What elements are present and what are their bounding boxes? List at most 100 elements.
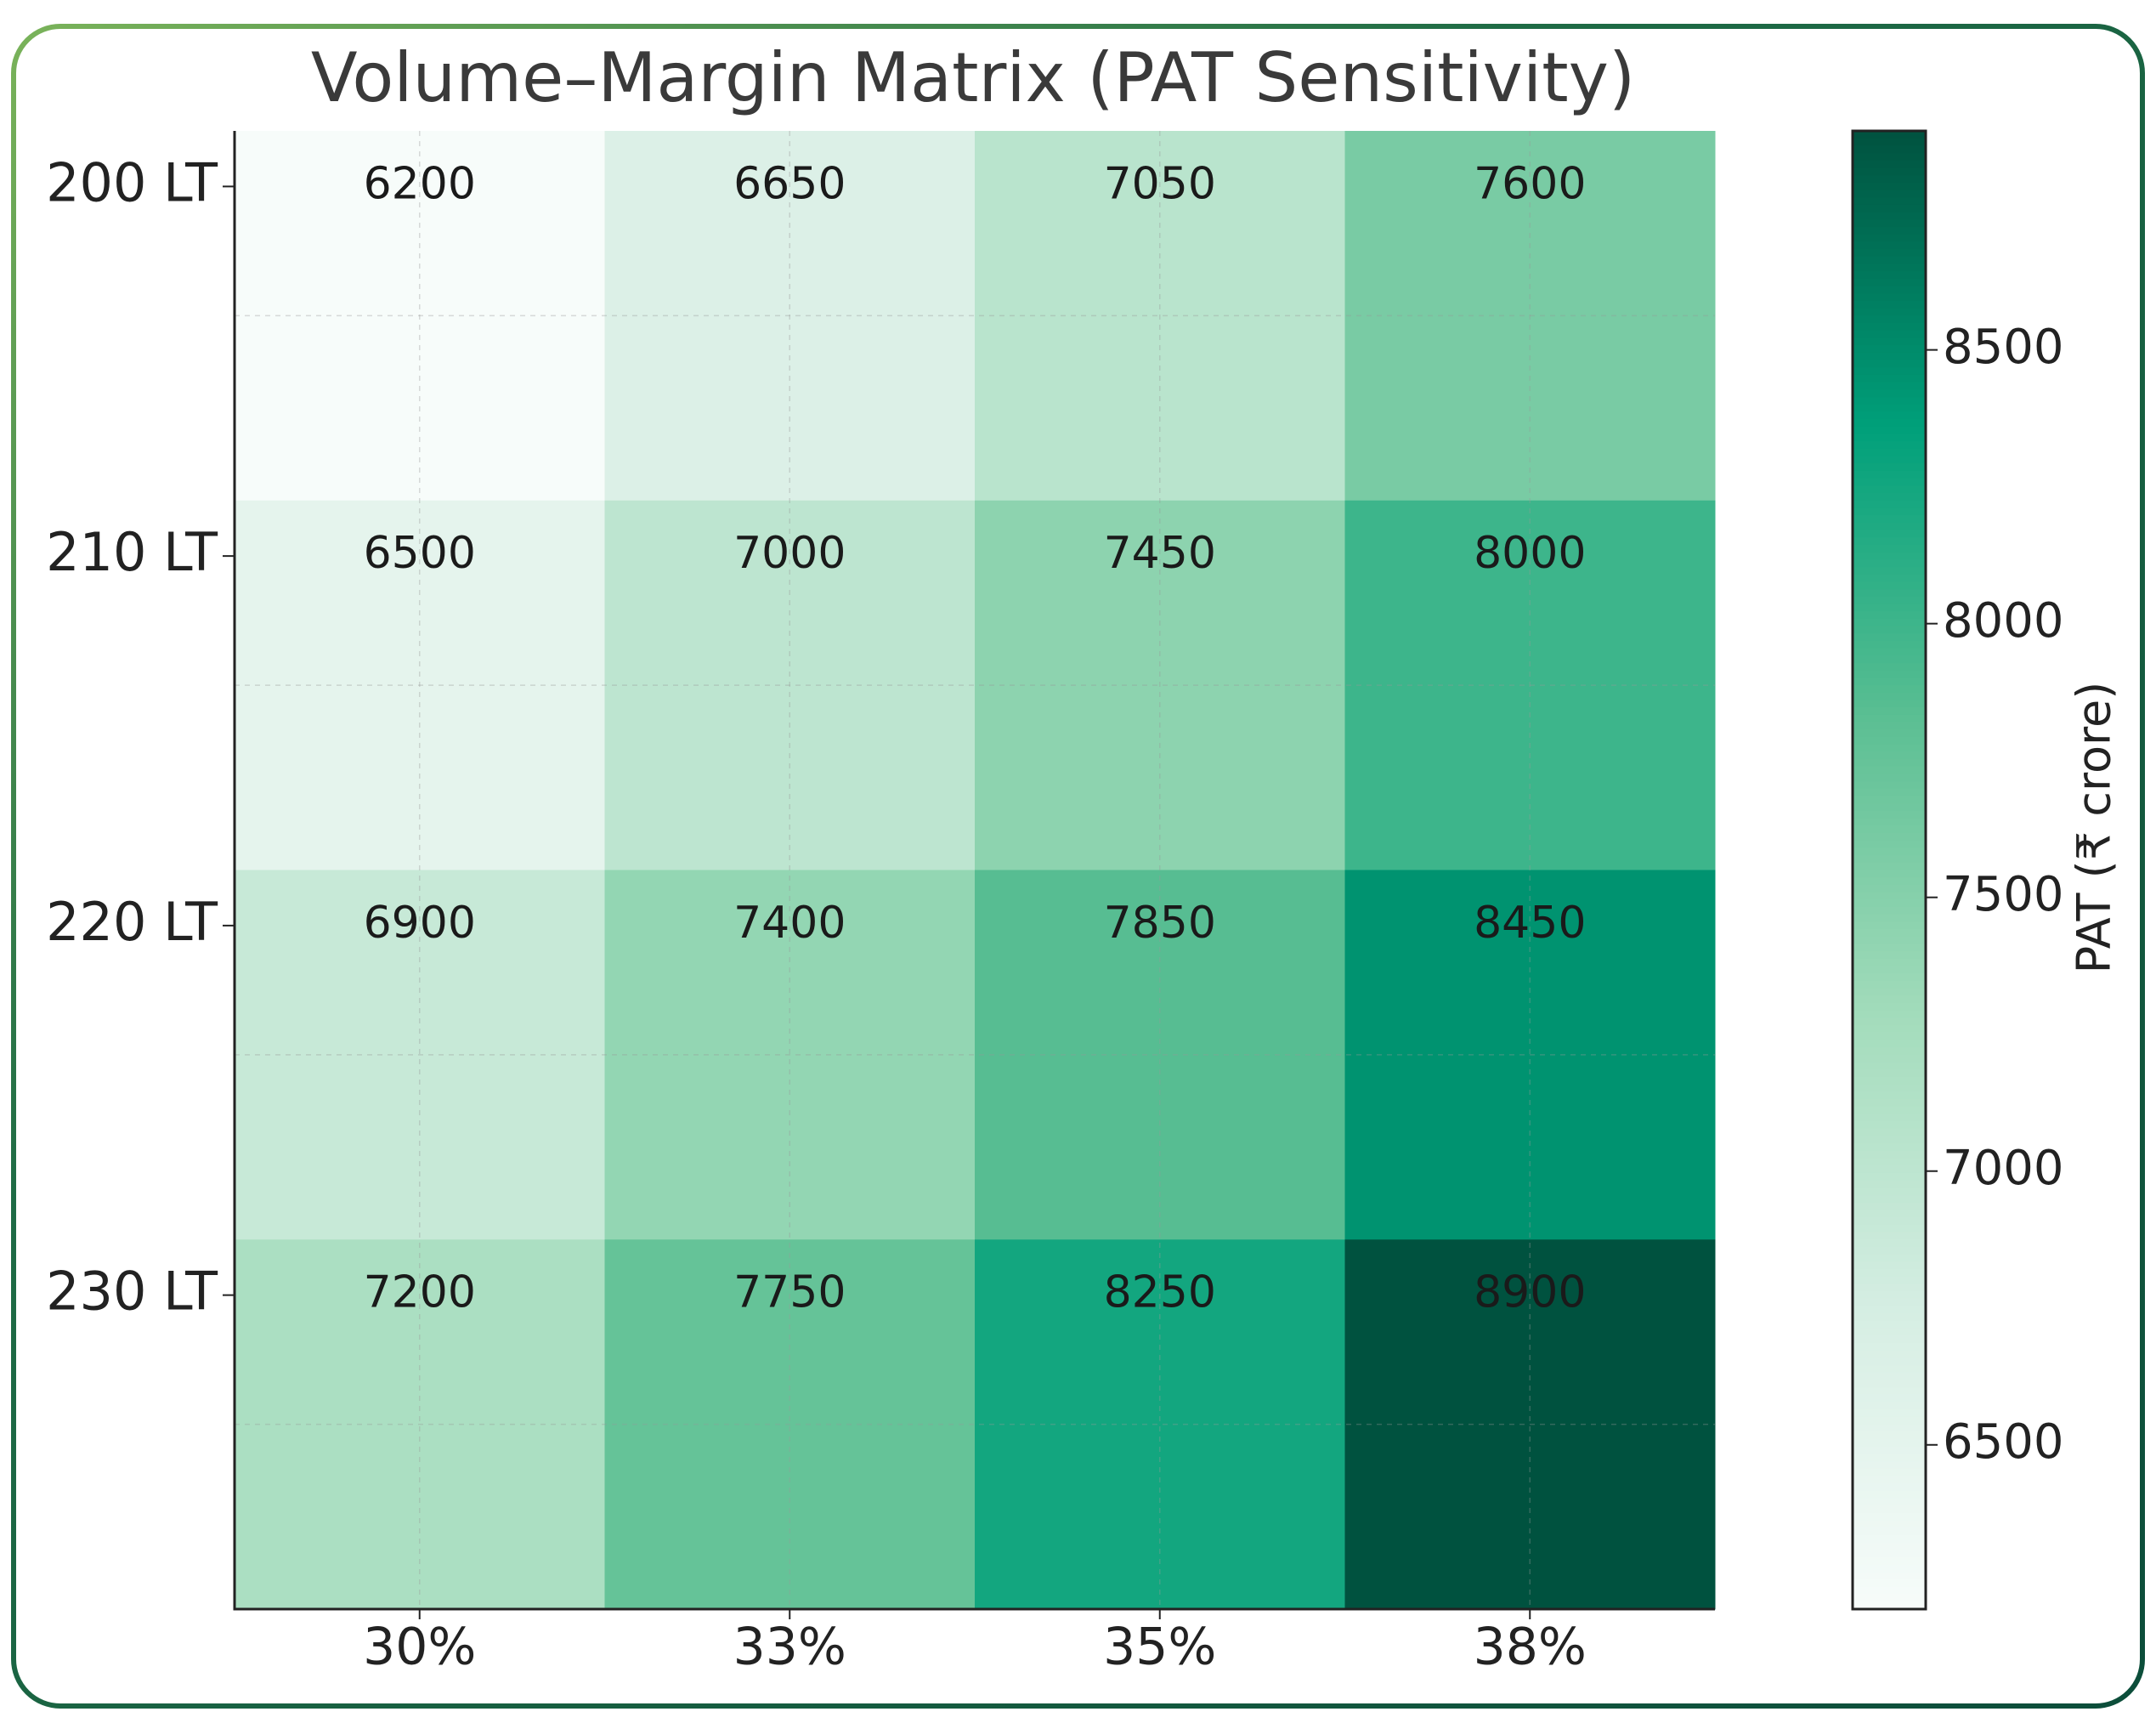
colorbar-band	[1853, 1350, 1926, 1359]
colorbar-band	[1853, 833, 1926, 842]
cell-label: 8450	[1474, 898, 1586, 949]
colorbar-band	[1853, 1010, 1926, 1019]
colorbar-band	[1853, 256, 1926, 265]
colorbar-band	[1853, 1357, 1926, 1367]
colorbar-band	[1853, 441, 1926, 450]
colorbar-band	[1853, 1195, 1926, 1204]
colorbar-band	[1853, 1017, 1926, 1027]
colorbar-band	[1853, 914, 1926, 923]
colorbar-band	[1853, 1365, 1926, 1374]
colorbar-band	[1853, 1284, 1926, 1293]
colorbar-band	[1853, 182, 1926, 191]
heatmap-cell	[1344, 870, 1716, 1240]
colorbar-band	[1853, 722, 1926, 731]
colorbar-band	[1853, 234, 1926, 243]
colorbar-band	[1853, 774, 1926, 783]
colorbar-band	[1853, 507, 1926, 517]
colorbar-band	[1853, 825, 1926, 835]
colorbar-band	[1853, 685, 1926, 694]
colorbar-band	[1853, 1239, 1926, 1248]
colorbar-band	[1853, 286, 1926, 295]
colorbar-band	[1853, 160, 1926, 169]
colorbar-band	[1853, 537, 1926, 546]
colorbar-band	[1853, 944, 1926, 953]
heatmap-cell	[604, 131, 976, 502]
colorbar-band	[1853, 1328, 1926, 1337]
colorbar-band	[1853, 1380, 1926, 1389]
colorbar-band	[1853, 404, 1926, 413]
colorbar-band	[1853, 567, 1926, 575]
colorbar-band	[1853, 478, 1926, 487]
colorbar-band	[1853, 145, 1926, 155]
cell-label: 7450	[1104, 528, 1216, 579]
colorbar-band	[1853, 1431, 1926, 1441]
colorbar-band	[1853, 1217, 1926, 1226]
colorbar-band	[1853, 1454, 1926, 1463]
colorbar-band	[1853, 744, 1926, 753]
colorbar-band	[1853, 633, 1926, 642]
colorbar-band	[1853, 1054, 1926, 1063]
colorbar-band	[1853, 397, 1926, 405]
cell-label: 7400	[733, 898, 846, 949]
colorbar-band	[1853, 670, 1926, 679]
colorbar-band	[1853, 1586, 1926, 1595]
colorbar-band	[1853, 1047, 1926, 1056]
colorbar-band	[1853, 1416, 1926, 1425]
colorbar-band	[1853, 1106, 1926, 1115]
colorbar-band	[1853, 308, 1926, 317]
colorbar-band	[1853, 870, 1926, 879]
colorbar-band	[1853, 1512, 1926, 1522]
colorbar-band	[1853, 448, 1926, 457]
colorbar-band	[1853, 1572, 1926, 1581]
colorbar-band	[1853, 929, 1926, 938]
heatmap-cell	[604, 870, 976, 1240]
y-tick-label: 210 LT	[46, 521, 218, 583]
colorbar-band	[1853, 966, 1926, 975]
colorbar-frame	[1851, 129, 1927, 1611]
colorbar-band	[1853, 190, 1926, 199]
heatmap-cell	[1344, 1239, 1716, 1610]
colorbar-band	[1853, 707, 1926, 716]
colorbar-band	[1853, 138, 1926, 147]
colorbar-band	[1853, 1446, 1926, 1455]
colorbar-tick-label: 8000	[1943, 593, 2064, 649]
colorbar-band	[1853, 434, 1926, 443]
colorbar-band	[1853, 751, 1926, 761]
colorbar-band	[1853, 1320, 1926, 1329]
cell-label: 8250	[1104, 1267, 1216, 1318]
colorbar-band	[1853, 781, 1926, 790]
colorbar-band	[1853, 1564, 1926, 1573]
colorbar-band	[1853, 899, 1926, 908]
colorbar-band	[1853, 1394, 1926, 1403]
colorbar-band	[1853, 1342, 1926, 1352]
colorbar-band	[1853, 1269, 1926, 1278]
colorbar-band	[1853, 1114, 1926, 1123]
colorbar-band	[1853, 1461, 1926, 1470]
colorbar-band	[1853, 315, 1926, 325]
x-tick-label: 30%	[363, 1618, 476, 1677]
colorbar-band	[1853, 470, 1926, 479]
colorbar-band	[1853, 936, 1926, 945]
colorbar-band	[1853, 810, 1926, 819]
colorbar-band	[1853, 559, 1926, 569]
colorbar-band	[1853, 736, 1926, 745]
chart-title: Volume–Margin Matrix (PAT Sensitivity)	[311, 38, 1635, 117]
colorbar-band	[1853, 611, 1926, 620]
colorbar-band	[1853, 581, 1926, 591]
colorbar-band	[1853, 1298, 1926, 1307]
colorbar-band	[1853, 973, 1926, 982]
colorbar-tick-label: 7000	[1943, 1141, 2064, 1196]
heatmap-cell	[1344, 131, 1716, 502]
colorbar-band	[1853, 1172, 1926, 1182]
colorbar-band	[1853, 1372, 1926, 1381]
colorbar-band	[1853, 1335, 1926, 1344]
colorbar-band	[1853, 788, 1926, 797]
colorbar-band	[1853, 988, 1926, 997]
colorbar-band	[1853, 1535, 1926, 1544]
colorbar-band	[1853, 1601, 1926, 1610]
colorbar-band	[1853, 1579, 1926, 1588]
colorbar-band	[1853, 818, 1926, 827]
colorbar-band	[1853, 1439, 1926, 1448]
colorbar-band	[1853, 530, 1926, 539]
colorbar-band	[1853, 1062, 1926, 1071]
